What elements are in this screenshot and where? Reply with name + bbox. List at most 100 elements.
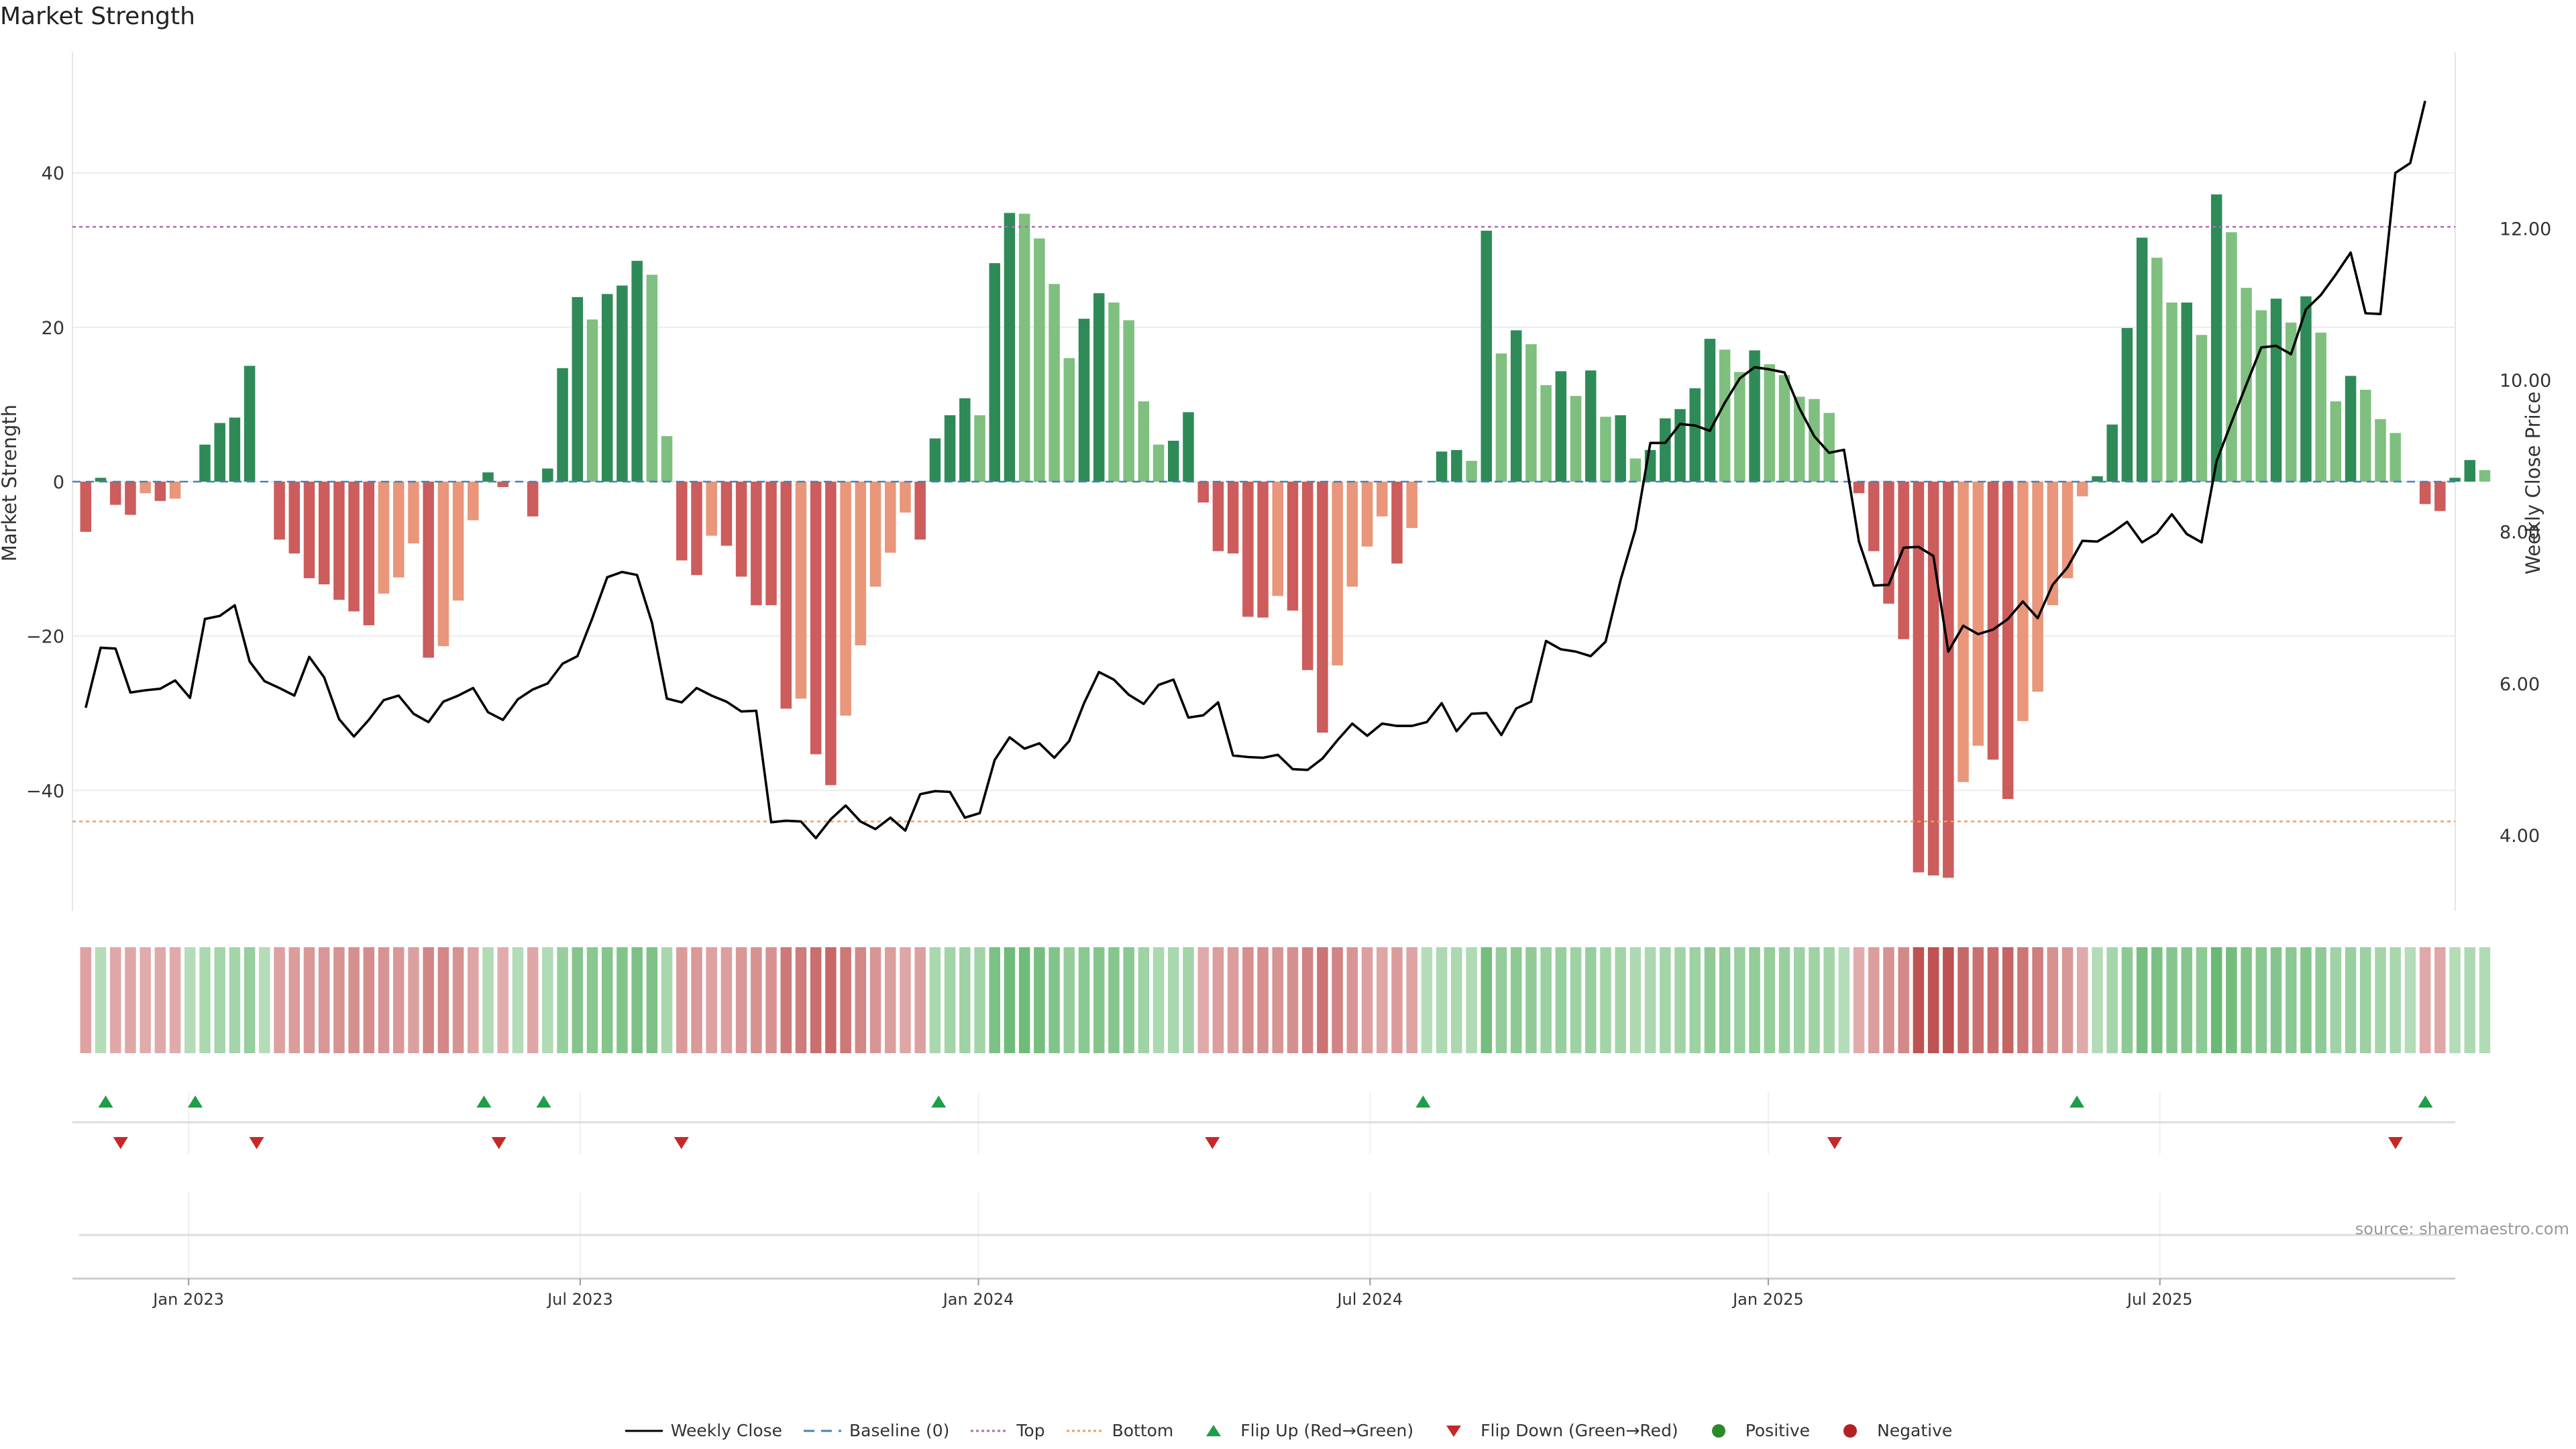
- strength-bar: [2434, 482, 2446, 511]
- strength-bar: [1913, 482, 1925, 873]
- strength-bar: [408, 482, 419, 544]
- heat-cell: [1481, 947, 1493, 1053]
- heat-cell: [1987, 947, 1999, 1053]
- strength-bar: [1108, 302, 1120, 482]
- heat-cell: [631, 947, 643, 1053]
- legend-label: Top: [1016, 1421, 1045, 1440]
- flip-up-marker: [476, 1095, 492, 1108]
- heat-cell: [288, 947, 301, 1053]
- heat-cell: [1168, 947, 1179, 1053]
- strength-bar: [2226, 232, 2237, 482]
- y2-tick-label: 8.00: [2500, 523, 2540, 543]
- heat-cell: [1227, 947, 1239, 1053]
- strength-bar: [274, 482, 285, 540]
- strength-bar: [1793, 396, 1805, 482]
- strength-bar: [1615, 415, 1626, 482]
- flip-down-marker: [1827, 1137, 1842, 1149]
- heat-cell: [408, 947, 419, 1053]
- heat-cell: [2375, 947, 2386, 1053]
- strength-bar: [1063, 358, 1075, 482]
- strength-bar: [1719, 350, 1731, 482]
- heat-cell: [1793, 947, 1805, 1053]
- strength-bar: [1689, 388, 1701, 482]
- strength-bar: [1391, 482, 1403, 564]
- strength-bar: [1212, 482, 1224, 551]
- heat-cell: [1466, 947, 1477, 1053]
- strength-bar: [542, 468, 553, 482]
- strength-bar: [1451, 449, 1462, 482]
- strength-bar: [720, 482, 733, 546]
- heat-cell: [1778, 947, 1790, 1053]
- strength-bar: [2255, 310, 2267, 482]
- heat-cell: [363, 947, 375, 1053]
- strength-bar: [303, 482, 315, 578]
- heat-cell: [944, 947, 956, 1053]
- heat-cell: [1838, 947, 1850, 1053]
- strength-bar: [288, 482, 301, 554]
- heat-cell: [2330, 947, 2342, 1053]
- baseline-legend-icon: [804, 1430, 842, 1432]
- strength-bar: [1377, 482, 1388, 517]
- strength-bar: [959, 398, 971, 482]
- y2-axis-label: Weekly Close Price: [2522, 392, 2544, 575]
- strength-bar: [1510, 330, 1522, 482]
- strength-bar: [780, 482, 792, 709]
- heat-cell: [2106, 947, 2118, 1053]
- strength-bar: [1853, 482, 1865, 494]
- strength-bars: [80, 194, 2491, 878]
- flip-down-marker: [491, 1137, 506, 1149]
- strength-bar: [2032, 482, 2043, 692]
- heat-cell: [1749, 947, 1760, 1053]
- strength-bar: [2136, 237, 2148, 482]
- strength-bar: [1093, 293, 1105, 482]
- strength-bar: [2076, 482, 2088, 496]
- reference-lines: [72, 225, 2455, 822]
- heat-cell: [527, 947, 539, 1053]
- x-tick-label: Jul 2023: [546, 1290, 613, 1309]
- strength-bar: [2166, 302, 2178, 482]
- heat-cell: [392, 947, 405, 1053]
- heat-cell: [1555, 947, 1567, 1053]
- heat-cell: [900, 947, 911, 1053]
- x-tick-label: Jan 2024: [942, 1290, 1014, 1309]
- heat-cell: [348, 947, 360, 1053]
- flip-up-marker: [188, 1095, 203, 1108]
- heat-cell: [1629, 947, 1642, 1053]
- strength-bar: [1227, 482, 1239, 554]
- strength-bar: [1540, 385, 1552, 482]
- strength-bar: [1168, 440, 1179, 482]
- heat-cell: [2404, 947, 2416, 1053]
- strength-bar: [1555, 371, 1567, 482]
- heat-cell: [2032, 947, 2043, 1053]
- heat-cell: [437, 947, 449, 1053]
- weekly-close-legend-icon: [625, 1430, 663, 1432]
- strength-bar: [1287, 482, 1299, 611]
- heat-cell: [1809, 947, 1820, 1053]
- strength-bar: [2345, 376, 2357, 482]
- strength-bar: [795, 482, 807, 699]
- legend-label: Baseline (0): [849, 1421, 950, 1440]
- heat-cell: [646, 947, 658, 1053]
- strength-bar: [2181, 302, 2192, 482]
- strength-bar: [869, 482, 881, 587]
- y2-tick-label: 12.00: [2500, 219, 2551, 239]
- heat-cell: [885, 947, 896, 1053]
- strength-bar: [378, 482, 390, 594]
- strength-bar: [1466, 460, 1477, 482]
- strength-bar: [199, 444, 211, 482]
- heat-cell: [2076, 947, 2088, 1053]
- heat-cell: [1823, 947, 1835, 1053]
- heat-cell: [274, 947, 285, 1053]
- heat-cell: [154, 947, 166, 1053]
- strength-bar: [1183, 412, 1194, 482]
- heat-cell: [1600, 947, 1611, 1053]
- strength-bar: [810, 482, 822, 755]
- strength-bar: [2449, 478, 2461, 482]
- heat-cell: [512, 947, 524, 1053]
- flip-down-marker: [249, 1137, 264, 1149]
- heat-cell: [959, 947, 971, 1053]
- heat-cell: [1063, 947, 1075, 1053]
- strength-bar: [2315, 332, 2326, 482]
- strength-bar: [1570, 396, 1582, 482]
